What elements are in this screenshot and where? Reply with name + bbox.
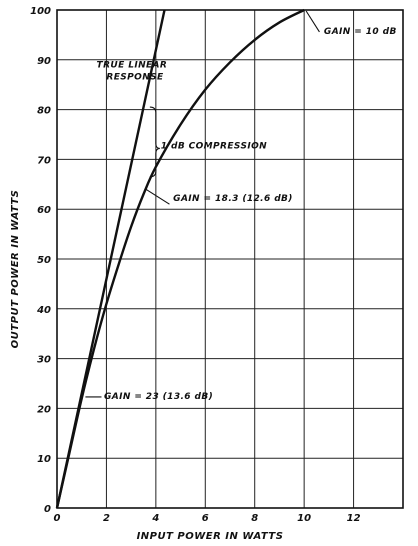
annotation-label: RESPONSE — [106, 73, 164, 83]
y-tick-label: 0 — [44, 504, 51, 515]
y-tick-label: 80 — [37, 106, 51, 117]
annotation-label: TRUE LINEAR — [97, 60, 168, 70]
series-layer — [55, 8, 305, 509]
measured-response-curve — [55, 8, 305, 509]
y-tick-label: 30 — [37, 355, 51, 366]
x-tick-label: 12 — [347, 513, 361, 524]
x-tick-label: 4 — [151, 513, 159, 524]
x-tick-label: 0 — [54, 513, 61, 524]
gain-18-leader — [145, 188, 170, 205]
gain-10db-leader — [305, 10, 320, 33]
annotation-label: GAIN = 10 dB — [324, 27, 397, 37]
annotation-label: GAIN = 23 (13.6 dB) — [104, 392, 213, 402]
x-tick-label: 2 — [103, 513, 110, 524]
y-tick-label: 40 — [36, 305, 51, 316]
x-tick-label: 6 — [202, 513, 209, 524]
annotations: TRUE LINEAR RESPONSE GAIN = 10 dB 1 dB COMP… — [97, 27, 397, 402]
annotation-label: GAIN = 18.3 (12.6 dB) — [173, 194, 293, 204]
y-tick-label: 10 — [37, 454, 51, 465]
y-axis-label: OUTPUT POWER IN WATTS — [10, 190, 21, 349]
x-tick-label: 8 — [251, 513, 258, 524]
y-tick-label: 50 — [37, 255, 51, 266]
annotation-markers — [85, 10, 320, 398]
annotation-label: 1 dB COMPRESSION — [161, 141, 267, 151]
grid — [57, 10, 403, 508]
x-tick-label: 10 — [297, 513, 311, 524]
y-tick-label: 60 — [37, 205, 51, 216]
y-tick-label: 90 — [37, 56, 51, 67]
tick-labels: 0 2 4 6 8 10 12 0 10 20 30 40 50 60 70 80 90 100 — [30, 6, 360, 524]
y-tick-label: 100 — [30, 6, 51, 17]
compression-bracket — [149, 106, 160, 178]
y-tick-label: 20 — [37, 404, 51, 415]
plot-frame — [56, 9, 404, 509]
x-axis-label: INPUT POWER IN WATTS — [137, 531, 284, 542]
y-tick-label: 70 — [37, 155, 51, 166]
